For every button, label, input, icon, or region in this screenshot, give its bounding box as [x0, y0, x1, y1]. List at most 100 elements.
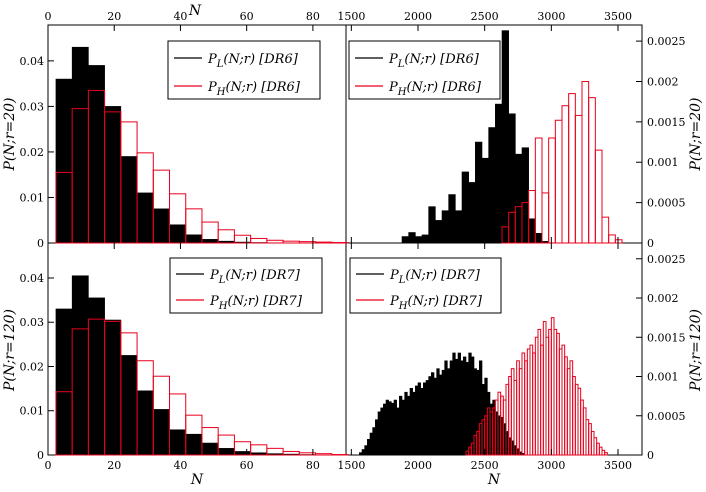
bar-low — [170, 430, 186, 455]
x-tick-label: 2000 — [404, 10, 432, 23]
bar-low — [434, 378, 437, 455]
bar-low — [415, 386, 418, 455]
bar-low — [442, 211, 449, 243]
legend-bottom-right: PL(N;r) [DR7] PH(N;r) [DR7] — [350, 258, 501, 313]
bar-low — [509, 114, 516, 243]
bar-low — [437, 369, 440, 455]
y-tick-label: 0.01 — [20, 191, 45, 204]
bar-low — [378, 412, 381, 455]
x-tick-label: 20 — [107, 459, 121, 472]
bar-low — [121, 355, 137, 455]
bar-low — [453, 353, 456, 455]
bar-low — [375, 420, 378, 455]
bar-low — [402, 237, 409, 243]
bar-high — [615, 240, 622, 243]
bar-low — [405, 392, 408, 455]
x-tick-label: 3000 — [537, 459, 565, 472]
bar-low — [362, 450, 365, 455]
bar-low — [426, 380, 429, 455]
bar-low — [423, 383, 426, 455]
bar-low — [435, 220, 442, 243]
x-tick-label: 80 — [306, 10, 320, 23]
bar-low — [529, 219, 536, 243]
bar-low — [489, 128, 496, 243]
bar-low — [370, 433, 373, 455]
y-tick-label: 0.0015 — [647, 331, 686, 344]
bar-low — [153, 209, 169, 243]
x-tick-label: 2500 — [471, 459, 499, 472]
bar-low — [455, 211, 462, 243]
bar-low — [72, 47, 88, 243]
y-tick-label: 0.01 — [20, 405, 45, 418]
bar-low — [394, 400, 397, 455]
bar-low — [450, 361, 453, 455]
x-tick-label: 40 — [173, 10, 187, 23]
bar-low — [153, 409, 169, 455]
legend-top-left: PL(N;r) [DR6] PH(N;r) [DR6] — [168, 41, 320, 99]
bar-low — [202, 443, 218, 455]
top-x-axis-label: N — [188, 3, 202, 19]
bar-low — [422, 235, 429, 243]
x-tick-label: 2500 — [471, 10, 499, 23]
bar-low — [413, 392, 416, 455]
bar-low — [359, 453, 362, 455]
bar-high — [283, 241, 299, 243]
bar-low — [415, 237, 422, 243]
x-tick-label: 60 — [240, 10, 254, 23]
bar-low — [431, 373, 434, 455]
y-tick-label: 0.04 — [20, 55, 45, 68]
bar-high — [267, 240, 283, 243]
bar-high — [316, 242, 332, 243]
bar-low — [515, 154, 522, 243]
legend-bottom-left: PL(N;r) [DR7] PH(N;r) [DR7] — [170, 258, 322, 313]
y-tick-label: 0.0025 — [647, 35, 686, 48]
legend-top-right: PL(N;r) [DR6] PH(N;r) [DR6] — [349, 41, 500, 99]
bar-high — [569, 94, 576, 243]
bar-low — [482, 158, 489, 243]
bar-low — [121, 156, 137, 243]
bar-low — [397, 408, 400, 455]
bar-low — [469, 353, 472, 455]
bar-low — [367, 439, 370, 455]
bar-low — [389, 402, 392, 455]
bar-high — [582, 81, 589, 243]
y-tick-label: 0.02 — [20, 146, 45, 159]
bar-low — [461, 361, 464, 455]
bar-low — [137, 193, 153, 243]
y-tick-label: 0.04 — [20, 272, 45, 285]
y-tick-label: 0.001 — [647, 371, 679, 384]
bar-high — [542, 193, 549, 243]
y-tick-label: 0.0005 — [647, 197, 686, 210]
bottom-right-y-axis-label: P(N;r=120) — [688, 309, 704, 392]
bar-high — [575, 115, 582, 243]
y-tick-label: 0.0015 — [647, 116, 686, 129]
bar-low — [522, 148, 529, 243]
bar-low — [381, 408, 384, 455]
bar-high — [605, 453, 608, 455]
bar-low — [105, 320, 121, 455]
bar-low — [105, 106, 121, 243]
bar-low — [421, 388, 424, 455]
x-tick-label: 80 — [306, 459, 320, 472]
bar-high — [535, 138, 542, 243]
bar-low — [88, 298, 104, 455]
bar-low — [402, 400, 405, 455]
x-tick-label: 1500 — [337, 10, 365, 23]
bar-high — [549, 138, 556, 243]
bar-low — [407, 396, 410, 455]
bar-low — [373, 428, 376, 455]
y-tick-label: 0.03 — [20, 100, 45, 113]
bottom-left-x-axis-label: N — [190, 472, 204, 487]
bar-low — [449, 195, 456, 243]
bar-low — [429, 207, 436, 243]
y-tick-label: 0 — [37, 449, 44, 462]
y-tick-label: 0.001 — [647, 156, 679, 169]
bar-high — [609, 235, 616, 243]
x-tick-label: 3000 — [537, 10, 565, 23]
bar-low — [418, 383, 421, 455]
y-tick-label: 0 — [647, 237, 654, 250]
bar-low — [447, 369, 450, 455]
y-tick-label: 0.0005 — [647, 410, 686, 423]
bar-low — [218, 448, 234, 455]
x-tick-label: 3500 — [604, 10, 632, 23]
